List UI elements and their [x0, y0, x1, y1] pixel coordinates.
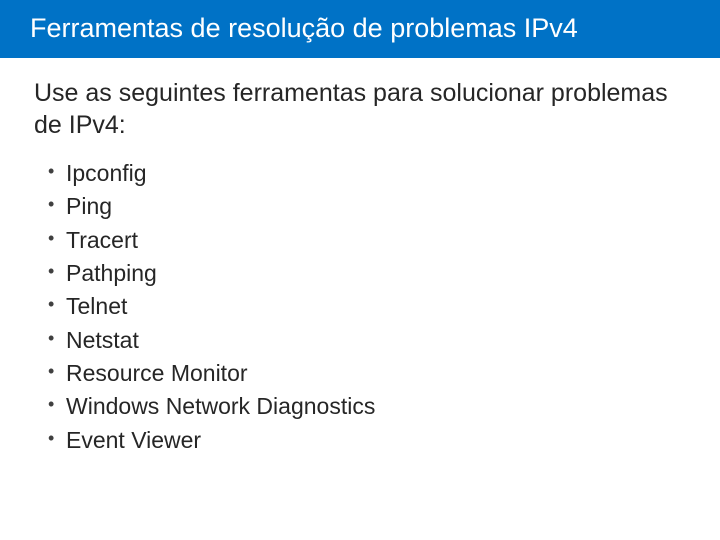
- list-item: Event Viewer: [66, 424, 690, 457]
- list-item: Netstat: [66, 324, 690, 357]
- list-item: Tracert: [66, 224, 690, 257]
- list-item: Resource Monitor: [66, 357, 690, 390]
- tools-list: Ipconfig Ping Tracert Pathping Telnet Ne…: [34, 157, 690, 457]
- title-bar: Ferramentas de resolução de problemas IP…: [0, 0, 720, 58]
- list-item: Pathping: [66, 257, 690, 290]
- intro-text: Use as seguintes ferramentas para soluci…: [34, 78, 690, 141]
- list-item: Telnet: [66, 290, 690, 323]
- slide-title: Ferramentas de resolução de problemas IP…: [30, 12, 690, 44]
- list-item: Windows Network Diagnostics: [66, 390, 690, 423]
- list-item: Ipconfig: [66, 157, 690, 190]
- slide-body: Use as seguintes ferramentas para soluci…: [0, 58, 720, 457]
- slide: Ferramentas de resolução de problemas IP…: [0, 0, 720, 540]
- list-item: Ping: [66, 190, 690, 223]
